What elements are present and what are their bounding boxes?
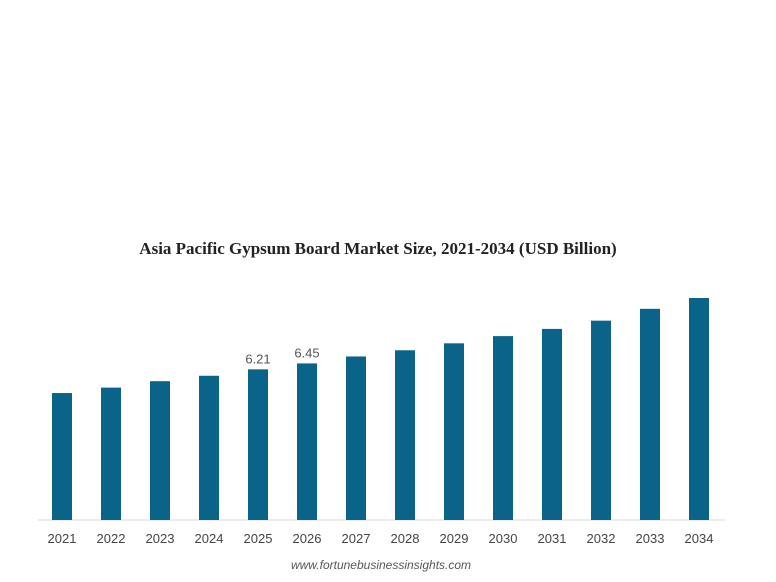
x-tick-label-2021: 2021 — [48, 531, 77, 546]
bar-2025 — [248, 369, 268, 520]
bar-2027 — [346, 356, 366, 520]
x-tick-label-2025: 2025 — [244, 531, 273, 546]
x-tick-label-2032: 2032 — [587, 531, 616, 546]
x-tick-label-2024: 2024 — [195, 531, 224, 546]
bar-2034 — [689, 298, 709, 520]
x-tick-label-2026: 2026 — [293, 531, 322, 546]
x-tick-label-2023: 2023 — [146, 531, 175, 546]
x-tick-label-2029: 2029 — [440, 531, 469, 546]
bar-2031 — [542, 328, 562, 520]
bar-2026 — [297, 363, 317, 520]
bar-2033 — [640, 308, 660, 520]
bar-2022 — [101, 387, 121, 520]
bar-2029 — [444, 343, 464, 520]
x-tick-label-2028: 2028 — [391, 531, 420, 546]
bar-2023 — [150, 381, 170, 520]
source-footer: www.fortunebusinessinsights.com — [290, 558, 472, 572]
x-tick-label-2027: 2027 — [342, 531, 371, 546]
x-tick-label-2030: 2030 — [489, 531, 518, 546]
x-tick-label-2022: 2022 — [97, 531, 126, 546]
data-label-2026: 6.45 — [294, 345, 319, 360]
bar-2032 — [591, 320, 611, 520]
bar-2028 — [395, 350, 415, 520]
bar-2030 — [493, 336, 513, 520]
x-tick-label-2034: 2034 — [685, 531, 714, 546]
x-tick-label-2031: 2031 — [538, 531, 567, 546]
data-label-2025: 6.21 — [245, 351, 270, 366]
chart-title: Asia Pacific Gypsum Board Market Size, 2… — [139, 239, 617, 258]
x-tick-label-2033: 2033 — [636, 531, 665, 546]
bar-2021 — [52, 393, 72, 520]
bar-2024 — [199, 375, 219, 520]
